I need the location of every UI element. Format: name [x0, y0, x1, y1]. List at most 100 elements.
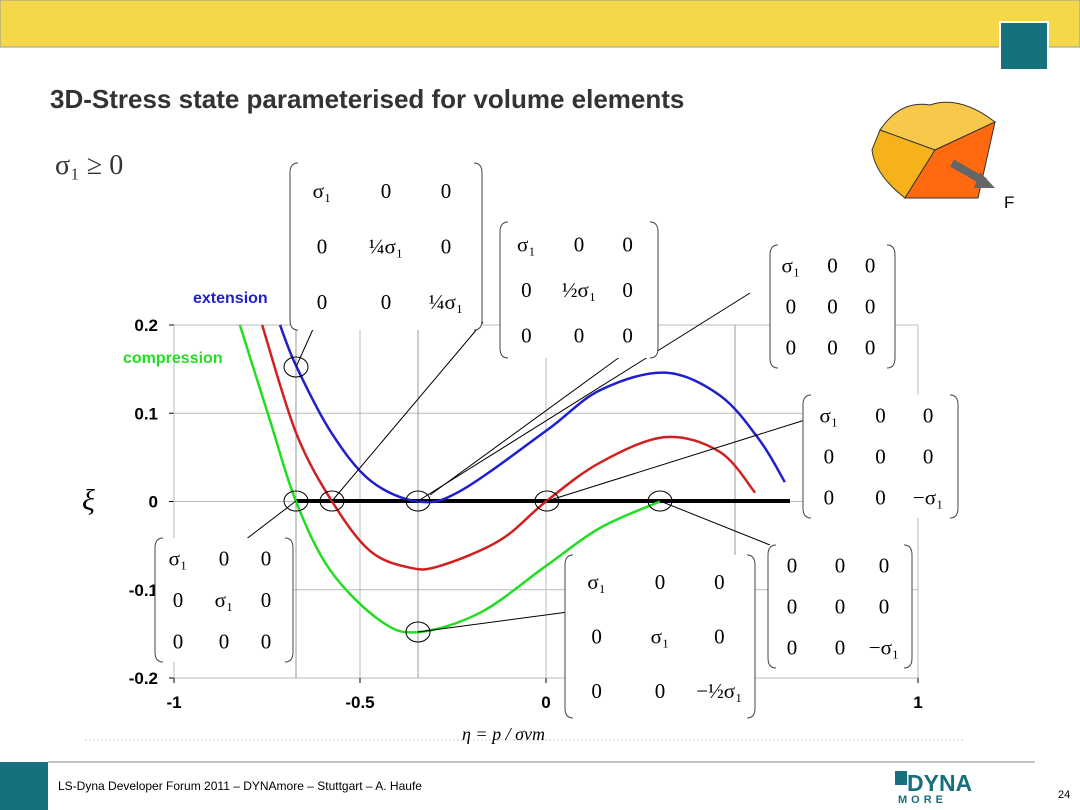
matrix-bracket [499, 221, 509, 359]
point-circle [405, 490, 431, 512]
matrix-cell: σ₁ [782, 254, 801, 278]
logo-bottom: MORE [898, 794, 947, 806]
matrix-bracket [746, 554, 756, 719]
matrix-cell: 0 [574, 323, 585, 347]
leader-line [417, 611, 569, 633]
series-line [278, 324, 786, 504]
leader-line [429, 334, 651, 496]
legend-label: extension [193, 290, 268, 307]
cube-icon [871, 101, 996, 199]
matrix-cell: 0 [219, 547, 230, 571]
x-tick-label: 1 [913, 693, 922, 712]
matrix-cell: 0 [875, 486, 886, 510]
y-tick-label: 0 [149, 493, 158, 512]
matrix-cell: σ₁ [820, 404, 839, 428]
matrix-cell: σ₁ [587, 570, 606, 594]
y-tick-label: -0.2 [129, 669, 158, 688]
matrix-bracket [949, 394, 959, 519]
matrix-cell: 0 [441, 179, 452, 203]
matrix-cell: −½σ₁ [696, 679, 742, 703]
matrix-background [770, 245, 895, 368]
y-axis-label: ξ [82, 484, 95, 517]
matrix-cell: 0 [865, 336, 876, 360]
matrix-cell: 0 [875, 445, 886, 469]
y-tick-label: 0.2 [134, 316, 158, 335]
matrix-background [803, 395, 958, 518]
matrix-bracket [767, 544, 777, 669]
matrix-cell: 0 [622, 278, 633, 302]
matrix-cell: 0 [655, 679, 666, 703]
plot: -0.2 -0.1 0 0.1 0.2 -1 -0.5 0 1 extension compress… [123, 162, 959, 719]
y-tick-label: -0.1 [129, 581, 158, 600]
matrix-cell: σ₁ [169, 547, 188, 571]
condition: σ₁ ≥ 0 [55, 150, 123, 181]
matrix-cell: 0 [622, 233, 633, 257]
matrix-bracket [802, 394, 812, 519]
matrix-cell: 0 [574, 233, 585, 257]
matrix-cell: 0 [261, 629, 272, 653]
matrix-cell: 0 [835, 636, 846, 660]
matrix-cell: 0 [787, 636, 798, 660]
logo-mark [895, 771, 907, 785]
matrix-background [290, 163, 482, 330]
series-line [260, 324, 757, 571]
header-square [999, 21, 1049, 71]
logo-top: DYNA [907, 770, 972, 796]
matrix-cell: 0 [865, 254, 876, 278]
x-tick-label: -0.5 [345, 693, 374, 712]
matrix-cell: ¼σ₁ [429, 290, 463, 314]
matrix-bracket [284, 537, 294, 663]
matrix-cell: 0 [879, 554, 890, 578]
matrix-cell: σ₁ [313, 179, 332, 203]
matrix-cell: 0 [786, 336, 797, 360]
matrix-cell: 0 [865, 295, 876, 319]
matrix-bracket [886, 244, 896, 369]
matrix-cell: 0 [787, 554, 798, 578]
matrix-cell: σ₁ [651, 625, 670, 649]
x-axis-label: η = p / σvm [462, 724, 545, 744]
x-tick-label: -1 [166, 693, 181, 712]
x-tick-label: 0 [541, 693, 550, 712]
matrix-cell: 0 [219, 629, 230, 653]
matrix-bracket [769, 244, 779, 369]
matrix-cell: 0 [261, 547, 272, 571]
matrix-cell: 0 [591, 625, 602, 649]
page-number: 24 [1058, 789, 1070, 801]
matrix-cell: 0 [173, 588, 184, 612]
leader-line [546, 419, 806, 502]
point-circle [283, 490, 309, 512]
matrix-cell: 0 [591, 679, 602, 703]
matrix-cell: 0 [786, 295, 797, 319]
matrix-cell: 0 [441, 235, 452, 259]
matrix-cell: 0 [173, 629, 184, 653]
point-circle [283, 356, 309, 378]
matrix-cell: −σ₁ [869, 636, 900, 660]
point-circle [319, 490, 345, 512]
matrix-bracket [289, 162, 299, 331]
matrix-cell: 0 [827, 295, 838, 319]
point-circle [647, 490, 673, 512]
matrix-cell: −σ₁ [913, 486, 944, 510]
legend-label: compression [123, 350, 223, 367]
matrix-cell: 0 [827, 254, 838, 278]
footer-square [0, 762, 48, 810]
matrix-cell: 0 [923, 445, 934, 469]
matrix-bracket [473, 162, 483, 331]
matrix-background [565, 555, 755, 718]
matrix-cell: 0 [875, 404, 886, 428]
matrix-cell: 0 [655, 570, 666, 594]
header-band [0, 0, 1080, 48]
matrix-cell: 0 [317, 235, 328, 259]
matrix-bracket [564, 554, 574, 719]
matrix-cell: 0 [835, 595, 846, 619]
matrix-cell: 0 [714, 570, 725, 594]
matrix-bracket [154, 537, 164, 663]
matrix-cell: 0 [381, 179, 392, 203]
point-circle [534, 490, 560, 512]
matrix-cell: 0 [824, 486, 835, 510]
force-label: F [1004, 193, 1014, 212]
matrix-cell: 0 [521, 278, 532, 302]
leader-line [659, 500, 771, 546]
matrix-cell: 0 [622, 323, 633, 347]
